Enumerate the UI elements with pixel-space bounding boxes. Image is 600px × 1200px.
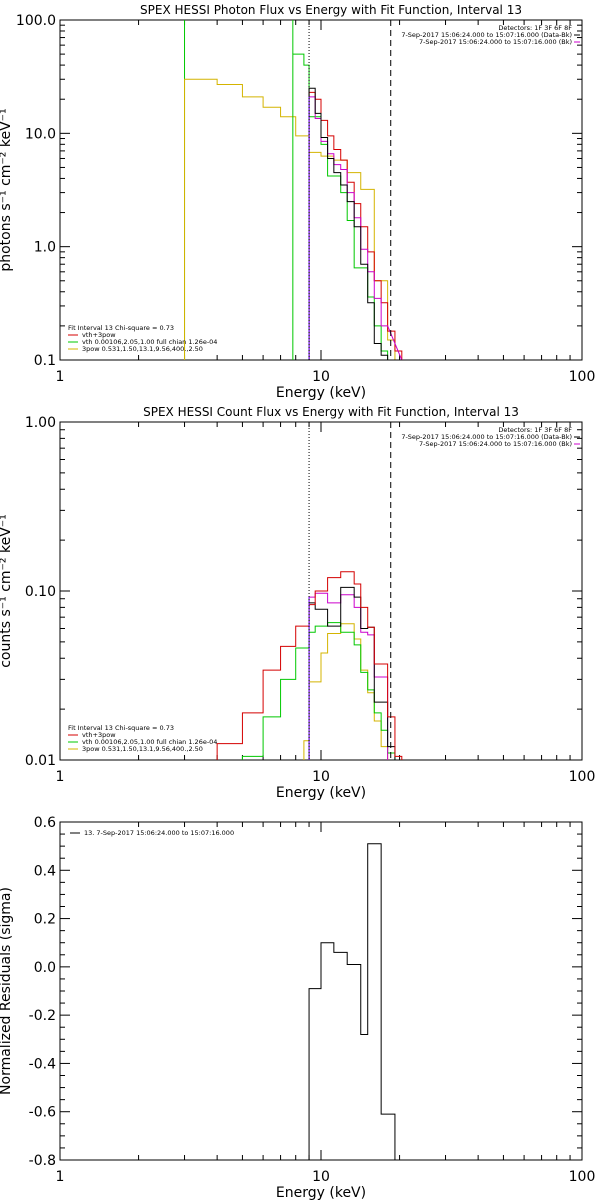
y-tick-label: 0.10	[25, 584, 56, 600]
plot-frame	[59, 821, 583, 1161]
header-text: 7-Sep-2017 15:06:24.000 to 15:07:16.000 …	[419, 38, 572, 46]
legend-entry: 13. 7-Sep-2017 15:06:24.000 to 15:07:16.…	[84, 829, 234, 837]
header-text: 7-Sep-2017 15:06:24.000 to 15:07:16.000 …	[419, 440, 572, 448]
y-axis-label: counts s⁻¹ cm⁻² keV⁻¹	[0, 514, 14, 668]
3pow-step-line	[184, 78, 396, 360]
y-axis-label: Normalized Residuals (sigma)	[0, 887, 14, 1095]
x-axis-label: Energy (keV)	[276, 785, 366, 801]
legend-entry: Fit Interval 13 Chi-square = 0.73	[68, 724, 174, 732]
chart-title: SPEX HESSI Photon Flux vs Energy with Fi…	[140, 3, 522, 17]
legend-entry: vth+3pow	[82, 331, 116, 339]
x-tick-label: 10	[312, 769, 330, 785]
vth-step-line	[241, 622, 396, 760]
header-text: 7-Sep-2017 15:06:24.000 to 15:07:16.000 …	[401, 31, 572, 39]
y-tick-label: -0.2	[29, 1008, 56, 1024]
y-tick-label: 0.2	[34, 912, 56, 928]
y-tick-label: -0.6	[29, 1105, 56, 1121]
x-tick-label: 10	[312, 1169, 330, 1185]
header-text: Detectors: 1F 3F 6F 8F	[498, 24, 572, 32]
count-flux-series: Detectors: 1F 3F 6F 8F7-Sep-2017 15:06:2…	[68, 422, 580, 760]
y-tick-label: 100.0	[16, 13, 56, 29]
y-tick-label: 10.0	[25, 126, 56, 142]
data-step-line	[308, 586, 396, 760]
x-tick-label: 100	[569, 1169, 596, 1185]
x-tick-label: 1	[56, 769, 65, 785]
legend-entry: 3pow 0.531,1.50,13.1,9.56,400.,2.50	[82, 345, 203, 353]
chart-title: SPEX HESSI Count Flux vs Energy with Fit…	[143, 405, 519, 419]
x-tick-label: 1	[56, 369, 65, 385]
y-tick-label: 1.0	[34, 240, 56, 256]
y-tick-label: 0.1	[34, 353, 56, 369]
vth-plus-3pow-step-line	[308, 91, 403, 360]
legend-entry: vth 0.00106,2.05,1.00 full chian 1.26e-0…	[82, 738, 217, 746]
y-tick-label: 1.00	[25, 415, 56, 431]
residual-step-line	[308, 843, 396, 1160]
y-tick-label: 0.6	[34, 815, 56, 831]
data-step-line	[308, 87, 402, 361]
panel-3-axes: 1 10 100 0.6 0.4 0.2 0.0 -0.2 -0.4 -0.6 -0.8 Energy…	[0, 815, 595, 1200]
x-tick-label: 100	[569, 369, 596, 385]
legend-entry: Fit Interval 13 Chi-square = 0.73	[68, 324, 174, 332]
photon-flux-series: Detectors: 1F 3F 6F 8F7-Sep-2017 15:06:2…	[68, 20, 580, 361]
y-tick-label: 0.4	[34, 863, 56, 879]
legend-entry: vth+3pow	[82, 731, 116, 739]
vth-step-line	[292, 53, 389, 360]
x-tick-label: 1	[56, 1169, 65, 1185]
legend-entry: vth 0.00106,2.05,1.00 full chian 1.26e-0…	[82, 338, 217, 346]
vth-plus-3pow-step-line	[216, 571, 403, 760]
legend-entry: 3pow 0.531,1.50,13.1,9.56,400.,2.50	[82, 745, 203, 753]
header-text: 7-Sep-2017 15:06:24.000 to 15:07:16.000 …	[401, 433, 572, 441]
y-tick-label: 0.01	[25, 753, 56, 769]
y-axis-label: photons s⁻¹ cm⁻² keV⁻¹	[0, 108, 14, 271]
y-tick-label: 0.0	[34, 960, 56, 976]
3pow-step-line	[303, 623, 389, 760]
x-axis-label: Energy (keV)	[276, 385, 366, 401]
residuals-series: 13. 7-Sep-2017 15:06:24.000 to 15:07:16.…	[70, 829, 396, 1160]
panel-1-axes: 1 10 100 100.0 10.0 1.0 0.1 SPEX HESSI Photon F…	[0, 3, 595, 401]
panel-2-axes: 1 10 100 1.00 0.10 0.01 SPEX HESSI Count Flux …	[0, 405, 595, 801]
x-axis-label: Energy (keV)	[276, 1185, 366, 1200]
header-text: Detectors: 1F 3F 6F 8F	[498, 426, 572, 434]
y-tick-label: -0.8	[29, 1153, 56, 1169]
y-tick-label: -0.4	[29, 1056, 56, 1072]
plot-frame	[59, 19, 583, 361]
x-tick-label: 10	[312, 369, 330, 385]
x-tick-label: 100	[569, 769, 596, 785]
